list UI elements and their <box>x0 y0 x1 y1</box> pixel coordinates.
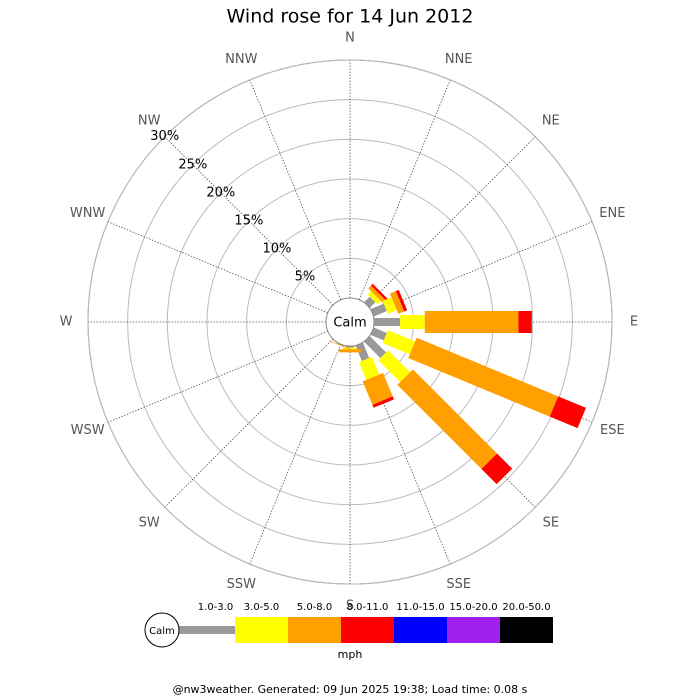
bar-segment <box>362 372 393 405</box>
direction-label: E <box>630 315 638 330</box>
legend-label: 1.0-3.0 <box>198 602 233 613</box>
direction-label: S <box>346 599 354 614</box>
spoke <box>107 330 328 423</box>
direction-label: SSE <box>446 577 471 592</box>
legend-label: 15.0-20.0 <box>449 602 497 613</box>
legend-swatch <box>447 617 500 643</box>
legend-swatch <box>500 617 553 643</box>
r-tick-label: 25% <box>178 157 207 172</box>
legend-calm <box>144 612 180 648</box>
bar-segment <box>359 356 380 380</box>
calm-label: Calm <box>333 316 366 331</box>
bar-segment <box>370 303 387 317</box>
legend-swatch <box>341 617 394 643</box>
bar-segment <box>382 297 397 314</box>
chart-title: Wind rose for 14 Jun 2012 <box>227 6 474 28</box>
bar-segment <box>400 315 425 329</box>
bar-segment <box>339 349 361 353</box>
grid-ring <box>166 138 534 506</box>
legend-label: 3.0-5.0 <box>244 602 279 613</box>
bar-segment <box>397 369 498 470</box>
footer: @nw3weather. Generated: 09 Jun 2025 19:3… <box>173 683 528 696</box>
bar-segment <box>355 342 370 362</box>
r-tick-label: 10% <box>262 241 291 256</box>
units: mph <box>338 648 363 661</box>
legend-swatch <box>235 617 288 643</box>
bar-segment <box>481 453 513 485</box>
bar-segment <box>368 285 387 304</box>
spoke <box>164 136 334 306</box>
bar-segment <box>518 311 532 333</box>
r-tick-label: 5% <box>295 269 316 284</box>
bar-segment <box>408 337 559 417</box>
direction-label: NNE <box>445 52 473 67</box>
direction-label: WNW <box>70 206 106 221</box>
legend-label: 8.0-11.0 <box>347 602 389 613</box>
bar-segment <box>389 291 405 314</box>
bar-segment <box>367 291 381 305</box>
spoke <box>358 79 451 300</box>
spoke <box>164 338 334 508</box>
bar-segment <box>330 340 351 350</box>
r-tick-label: 15% <box>234 213 263 228</box>
spoke <box>366 136 536 306</box>
direction-label: N <box>345 31 355 46</box>
bar-segment <box>374 318 401 326</box>
calm-circle <box>325 297 375 347</box>
direction-label: NE <box>542 114 560 129</box>
bar-segment <box>395 289 408 312</box>
bar-segment <box>370 283 389 302</box>
legend-calm-label: Calm <box>149 626 175 637</box>
direction-label: SSW <box>227 577 257 592</box>
bar-segment <box>364 336 387 359</box>
bar-segment <box>549 396 587 429</box>
direction-label: SE <box>543 515 559 530</box>
legend-swatch <box>288 617 341 643</box>
bar-segment <box>382 330 416 355</box>
r-tick-label: 20% <box>206 185 235 200</box>
direction-label: ENE <box>599 206 625 221</box>
r-tick-label: 30% <box>150 129 179 144</box>
spoke <box>249 79 342 300</box>
spoke <box>249 344 342 565</box>
direction-label: ESE <box>600 423 625 438</box>
bar-segment <box>370 327 387 341</box>
bar-segment <box>364 296 376 308</box>
direction-label: NW <box>138 114 161 129</box>
legend-swatch <box>394 617 447 643</box>
direction-label: WSW <box>71 423 105 438</box>
direction-label: SW <box>139 515 160 530</box>
bar-segment <box>372 396 394 408</box>
spoke <box>107 221 328 314</box>
spoke <box>372 221 593 314</box>
bar-segment <box>424 311 519 333</box>
bar-segment <box>378 350 411 383</box>
direction-label: W <box>60 315 73 330</box>
legend-label: 11.0-15.0 <box>396 602 444 613</box>
legend-label: 5.0-8.0 <box>297 602 332 613</box>
legend-label: 20.0-50.0 <box>502 602 550 613</box>
direction-label: NNW <box>225 52 257 67</box>
